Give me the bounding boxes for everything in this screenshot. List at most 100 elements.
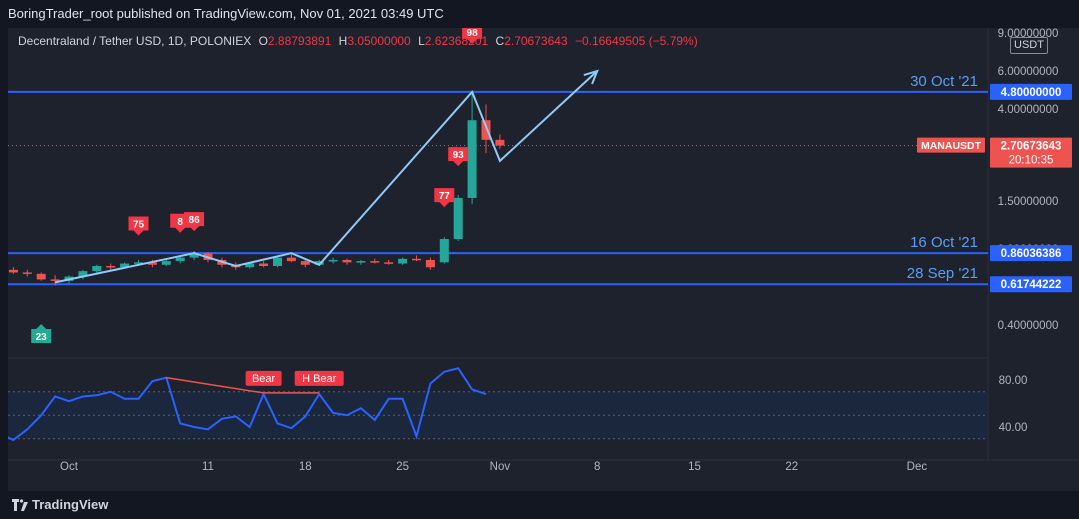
candle-body-9 [134, 262, 143, 264]
time-tick-2: 18 [299, 461, 312, 473]
bear-tag-label-3: 77 [439, 191, 451, 202]
bear-tag-label-0: 75 [133, 219, 145, 230]
candle-body-3 [50, 279, 60, 281]
candle-body-29 [412, 258, 421, 261]
candle-body-8 [120, 263, 130, 268]
footer: TradingView [0, 491, 1079, 519]
level-tag-text-1: 0.86036386 [1001, 248, 1062, 260]
bear-tag-label-4: 93 [453, 150, 465, 161]
rsi-tick-1: 40.00 [999, 422, 1028, 434]
bear-tag-marker-4 [448, 147, 469, 167]
candle-body-35 [495, 139, 505, 146]
candle-body-24 [342, 259, 352, 263]
symbol-info-line: Decentraland / Tether USD, 1D, POLONIEX … [18, 34, 698, 48]
level-label-0: 30 Oct '21 [910, 73, 978, 90]
footer-brand: TradingView [32, 497, 109, 512]
candle-body-17 [245, 263, 255, 268]
level-tag-bg-0 [990, 83, 1072, 100]
candle-body-11 [161, 261, 171, 265]
time-tick-5: 8 [594, 461, 600, 473]
candle-body-0 [8, 269, 18, 273]
candle-body-25 [356, 261, 366, 263]
price-tick-3: 1.50000000 [998, 196, 1059, 208]
candle-body-18 [259, 263, 269, 266]
trend-arrow-head [583, 69, 599, 85]
candle-body-21 [300, 261, 310, 265]
candle-body-12 [175, 257, 185, 262]
symbol-tag-bg [917, 137, 985, 153]
bull-tag-marker-0 [31, 323, 52, 343]
divergence-tag-label-0: Bear [252, 373, 276, 385]
candle-body-6 [92, 266, 102, 272]
bear-tag-marker-0 [128, 216, 149, 236]
publish-text: BoringTrader_root published on TradingVi… [8, 6, 444, 21]
price-tick-2: 4.00000000 [998, 104, 1059, 116]
candle-body-23 [328, 259, 338, 262]
time-tick-8: Dec [907, 461, 928, 473]
low-value: 2.62368201 [424, 34, 489, 48]
candle-body-20 [286, 257, 296, 262]
time-tick-3: 25 [396, 461, 409, 473]
bull-tag-label-0: 23 [36, 332, 48, 343]
rsi-tick-0: 80.00 [999, 375, 1028, 387]
bear-tag-marker-5 [462, 28, 483, 44]
high-value: 3.05000000 [347, 34, 411, 48]
last-price-tag-bg [990, 137, 1072, 168]
time-tick-6: 15 [688, 461, 701, 473]
symbol-name: Decentraland / Tether USD, 1D, POLONIEX [18, 34, 252, 48]
candle-body-19 [273, 257, 282, 266]
candle-body-7 [106, 266, 116, 268]
divergence-tag-bg-1 [294, 370, 344, 386]
time-tick-7: 22 [785, 461, 798, 473]
symbol-tag-text: MANAUSDT [921, 140, 982, 152]
bear-tag-marker-2 [184, 212, 205, 232]
chart-svg[interactable]: 30 Oct '21 16 Oct '21 28 Sep '21 75 8 86 77 93 9… [8, 28, 1079, 491]
change-value: −0.16649505 (−5.79%) [574, 34, 698, 48]
candle-body-33 [467, 120, 477, 198]
candle-body-34 [481, 120, 491, 140]
candle-body-31 [439, 239, 449, 263]
candle-body-5 [78, 271, 88, 277]
divergence-tag-bg-0 [245, 370, 282, 386]
close-value: 2.70673643 [504, 34, 568, 48]
open-value: 2.88793891 [267, 34, 332, 48]
time-tick-4: Nov [490, 461, 511, 473]
bear-tag-marker-3 [434, 188, 455, 208]
time-tick-1: 11 [202, 461, 214, 473]
bear-tag-label-1: 8 [177, 217, 183, 228]
candle-body-22 [314, 261, 324, 265]
countdown-text: 20:10:35 [1009, 155, 1054, 167]
candle-body-27 [384, 262, 394, 264]
level-tag-text-0: 4.80000000 [1001, 87, 1062, 99]
currency-badge[interactable]: USDT [1010, 37, 1048, 54]
trend-line [54, 70, 598, 284]
candle-body-30 [425, 259, 435, 268]
open-label: O [258, 34, 268, 48]
chart-area[interactable]: 30 Oct '21 16 Oct '21 28 Sep '21 75 8 86 77 93 9… [8, 28, 1079, 491]
divergence-line-0 [166, 376, 264, 394]
price-tick-1: 6.00000000 [998, 66, 1059, 78]
close-label: C [495, 34, 505, 48]
candle-body-28 [398, 258, 408, 264]
level-tag-bg-2 [990, 276, 1072, 293]
candle-body-2 [36, 273, 46, 280]
bear-tag-label-5: 98 [467, 28, 479, 39]
tradingview-logo-icon [12, 499, 28, 511]
candle-body-13 [189, 253, 199, 258]
price-tick-0: 9.00000000 [998, 28, 1059, 40]
high-label: H [338, 34, 348, 48]
level-label-2: 28 Sep '21 [907, 265, 978, 282]
time-tick-0: Oct [60, 461, 79, 473]
price-tick-5: 0.40000000 [998, 320, 1059, 332]
last-price-tag-text: 2.70673643 [1001, 141, 1062, 153]
level-tag-bg-1 [990, 245, 1072, 262]
publish-bar: BoringTrader_root published on TradingVi… [0, 0, 1079, 28]
bear-tag-label-2: 86 [189, 215, 201, 226]
candle-body-26 [370, 261, 380, 263]
low-label: L [418, 34, 425, 48]
candle-body-1 [22, 272, 32, 274]
candle-body-10 [147, 262, 157, 265]
divergence-tag-label-1: H Bear [302, 373, 337, 385]
level-tag-text-2: 0.61744222 [1001, 279, 1062, 291]
